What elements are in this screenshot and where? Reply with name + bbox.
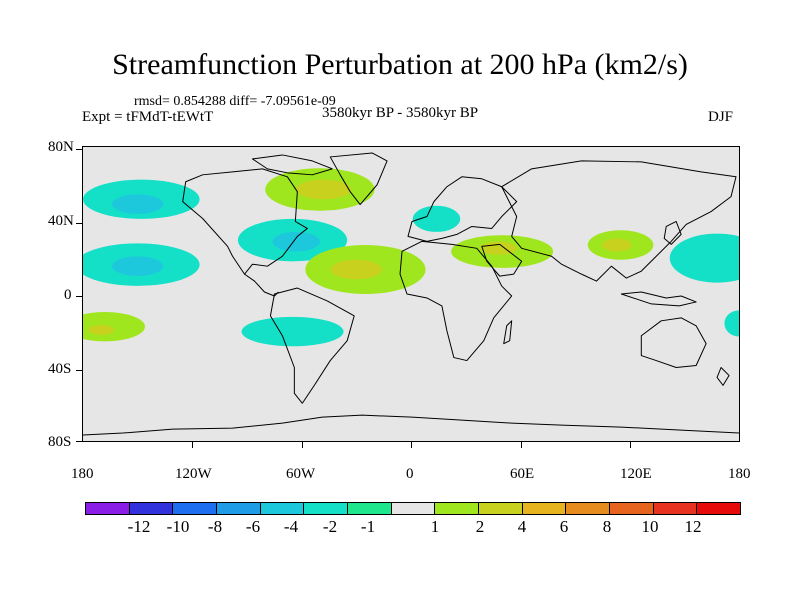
lon-tick-label: 60W xyxy=(286,466,316,482)
coastline-arabia xyxy=(481,243,523,277)
experiment-label: Expt = tFMdT-tEWtT xyxy=(82,109,214,125)
coastline-greenland xyxy=(329,152,388,206)
anomaly-greenland-high-core xyxy=(296,179,351,200)
anomaly-south-atlantic-low xyxy=(241,316,344,347)
colorbar-label: 6 xyxy=(559,517,569,536)
coastline-madagascar xyxy=(503,320,513,345)
lon-tick-label: 180 xyxy=(71,466,94,482)
colorbar-swatch xyxy=(172,502,217,515)
coastline-indonesia xyxy=(620,291,697,307)
lon-tick-label: 60E xyxy=(510,466,535,482)
period-label: 3580kyr BP - 3580kyr BP xyxy=(322,105,479,121)
lat-tick-mark xyxy=(76,149,82,150)
colorbar-label: 10 xyxy=(641,517,659,536)
anomaly-south-pacific-low xyxy=(724,310,739,337)
coastline-japan xyxy=(663,220,682,245)
colorbar-swatch xyxy=(478,502,523,515)
lat-tick-mark xyxy=(76,223,82,224)
colorbar-swatch xyxy=(609,502,654,515)
colorbar-swatch xyxy=(259,502,305,515)
lon-tick-label: 0 xyxy=(406,466,414,482)
colorbar-label: -10 xyxy=(166,517,190,536)
lon-tick-mark xyxy=(521,442,522,448)
colorbar-label: 1 xyxy=(430,517,440,536)
colorbar-swatch xyxy=(390,502,436,515)
colorbar-label: -6 xyxy=(245,517,261,536)
anomaly-sw-pacific-high-core xyxy=(88,325,114,335)
anomaly-north-america-low-core xyxy=(272,231,320,252)
coastline-europe xyxy=(407,176,518,242)
anomaly-subtropical-pacific-low-core xyxy=(112,256,164,277)
colorbar-label: -1 xyxy=(360,517,376,536)
lat-tick-label: 0 xyxy=(64,287,72,303)
colorbar-swatch xyxy=(521,502,567,515)
coastline-australia xyxy=(640,317,707,368)
lon-tick-mark xyxy=(630,442,631,448)
anomaly-atlantic-high-core xyxy=(330,259,382,280)
anomaly-west-pacific-low xyxy=(669,233,739,283)
lat-tick-mark xyxy=(76,296,82,297)
lat-tick-mark xyxy=(76,370,82,371)
lat-tick-mark xyxy=(76,441,82,442)
chart-title: Streamfunction Perturbation at 200 hPa (… xyxy=(112,48,688,81)
colorbar-swatch xyxy=(85,502,130,515)
stats-text: rmsd= 0.854288 diff= -7.09561e-09 xyxy=(134,94,336,109)
lat-tick-label: 40N xyxy=(48,213,74,229)
colorbar-swatch xyxy=(216,502,261,515)
coastline-arctic-islands xyxy=(251,154,333,176)
coastline-central-america xyxy=(244,273,279,297)
season-label: DJF xyxy=(708,109,734,125)
anomaly-north-pacific-low-core xyxy=(112,194,164,214)
colorbar-swatch xyxy=(434,502,479,515)
colorbar-label: -12 xyxy=(127,517,151,536)
colorbar-swatch xyxy=(128,502,174,515)
coastline-south-america xyxy=(269,287,355,404)
colorbar-label: 2 xyxy=(475,517,485,536)
lat-tick-label: 80S xyxy=(48,434,72,450)
coastline-africa xyxy=(399,240,513,362)
colorbar-label: 8 xyxy=(602,517,612,536)
colorbar-label: 4 xyxy=(517,517,527,536)
coastline-new-zealand xyxy=(716,367,730,386)
lon-tick-mark xyxy=(302,442,303,448)
colorbar-swatch xyxy=(347,502,392,515)
colorbar-swatch xyxy=(565,502,610,515)
colorbar-label: -2 xyxy=(322,517,338,536)
colorbar-label: -8 xyxy=(207,517,223,536)
lon-tick-label: 180 xyxy=(728,466,751,482)
coastline-antarctica xyxy=(83,414,739,436)
anomaly-europe-low xyxy=(412,205,461,232)
anomaly-east-asia-high-core xyxy=(602,238,632,252)
coastline-asia xyxy=(501,160,737,282)
colorbar-swatch xyxy=(696,502,741,515)
map-plot xyxy=(82,146,740,442)
lon-tick-mark xyxy=(411,442,412,448)
lat-tick-label: 40S xyxy=(48,361,72,377)
colorbar-label: 12 xyxy=(684,517,702,536)
colorbar-swatch xyxy=(303,502,348,515)
coastline-north-america xyxy=(182,168,308,275)
colorbar-swatch xyxy=(652,502,698,515)
colorbar-label: -4 xyxy=(283,517,299,536)
lon-tick-mark xyxy=(192,442,193,448)
lat-tick-label: 80N xyxy=(48,139,74,155)
lon-tick-label: 120W xyxy=(175,466,212,482)
lon-tick-label: 120E xyxy=(620,466,652,482)
